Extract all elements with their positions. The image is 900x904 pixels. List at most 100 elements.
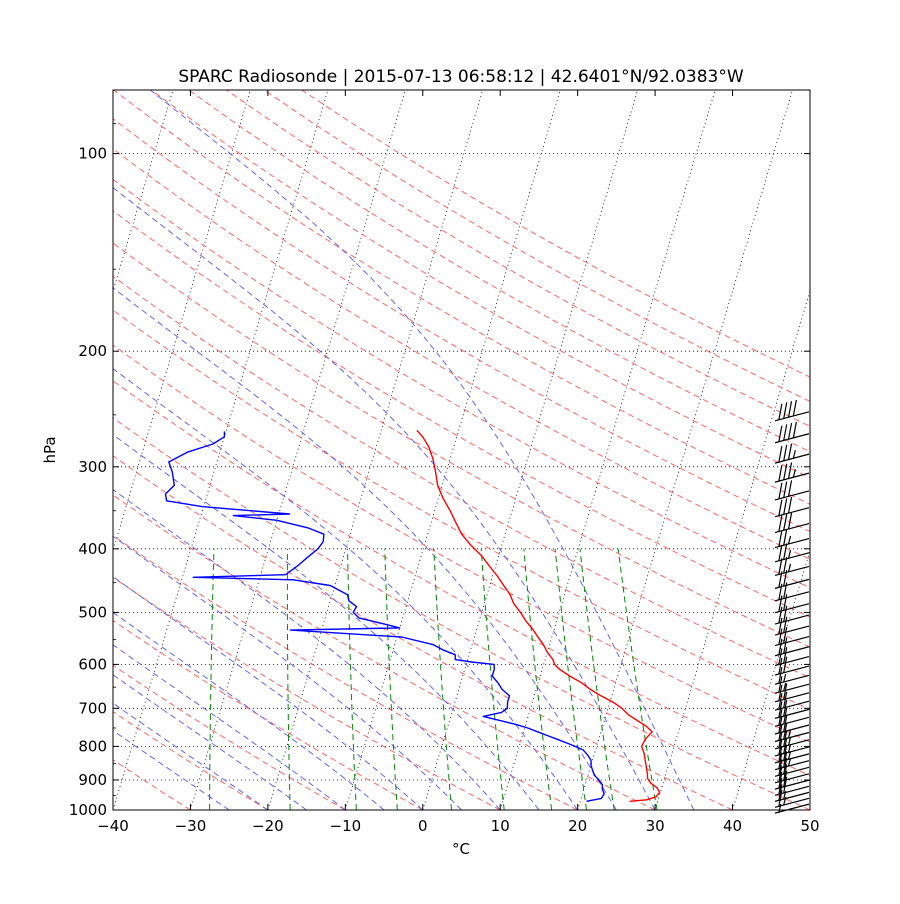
wind-barb-flag	[778, 693, 783, 710]
moist-adiabat-line	[149, 90, 695, 810]
wind-barb-flag	[778, 530, 783, 547]
wind-barb-staff	[774, 565, 810, 576]
y-tick-label: 700	[78, 699, 107, 717]
wind-barb-half-flag	[787, 550, 792, 559]
wind-barb-staff	[774, 603, 810, 614]
series-layer	[164, 429, 661, 802]
wind-barb-staff	[774, 656, 810, 667]
wind-barb	[774, 529, 810, 549]
wind-barb-flag	[783, 744, 788, 761]
wind-barb	[774, 497, 810, 518]
dry-adiabat-line	[113, 494, 656, 810]
wind-barb-staff	[774, 724, 810, 735]
dry-adiabat-line	[113, 344, 810, 743]
dry-adiabat-line	[263, 90, 810, 403]
x-tick-label: −40	[97, 817, 129, 835]
y-axis-label: hPa	[41, 436, 59, 463]
wind-barb-staff	[774, 779, 810, 790]
wind-barb-flag	[778, 752, 783, 769]
dry-adiabat-line	[113, 275, 810, 679]
wind-barb	[774, 480, 810, 501]
y-tick-label: 300	[78, 458, 107, 476]
wind-barb-half-flag	[783, 673, 787, 683]
wind-barb-flag	[783, 543, 788, 560]
plot-frame	[112, 89, 811, 811]
wind-barb-flag	[778, 617, 783, 635]
wind-barb-flag	[778, 745, 783, 762]
wind-barb-staff	[774, 522, 810, 534]
moist-adiabat-line	[113, 576, 424, 810]
wind-barb-staff	[774, 773, 810, 784]
dry-adiabat-line	[113, 210, 810, 618]
wind-barb-flag	[783, 691, 788, 709]
wind-barb-flag	[792, 399, 797, 417]
wind-barb-staff	[774, 746, 810, 757]
moist-adiabat-line	[113, 186, 656, 810]
wind-barb-flag	[783, 498, 788, 515]
wind-barb-staff	[774, 803, 810, 814]
moist-adiabat-line	[113, 535, 462, 810]
wind-barb-flag	[783, 463, 788, 480]
wind-barb	[774, 667, 810, 685]
x-tick-label: −20	[252, 817, 284, 835]
wind-barb-flag	[783, 637, 788, 654]
mixing-ratio-line	[617, 548, 658, 810]
wind-barb-flag	[783, 481, 788, 498]
wind-barb-staff	[774, 683, 810, 694]
wind-barb-half-flag	[787, 563, 792, 572]
wind-barb-half-flag	[787, 535, 792, 545]
wind-barb-staff	[774, 537, 810, 549]
wind-barb	[774, 399, 810, 422]
wind-barb-staff	[774, 674, 810, 685]
dry-adiabat-line	[113, 417, 810, 810]
wind-barb	[774, 691, 810, 711]
wind-barb-flag	[787, 480, 793, 497]
dry-adiabat-line	[150, 90, 810, 479]
y-tick-label: 600	[78, 655, 107, 673]
mixing-ratio-line	[384, 548, 398, 810]
mixing-ratio-line	[480, 548, 505, 810]
wind-barb	[774, 443, 810, 464]
temperature-profile	[416, 429, 661, 802]
mixing-ratio-line	[286, 548, 291, 810]
x-tick-label: 0	[418, 817, 428, 835]
x-tick-label: 30	[646, 817, 665, 835]
wind-barb	[774, 676, 810, 694]
wind-barb-flag	[783, 444, 788, 461]
wind-barb-staff	[774, 507, 810, 518]
wind-barb	[774, 512, 810, 534]
wind-barb	[774, 637, 810, 657]
x-tick-label: −10	[330, 817, 362, 835]
wind-barb	[774, 594, 810, 614]
wind-barb-staff	[774, 760, 810, 771]
moist-adiabat-line	[113, 674, 307, 810]
wind-barb-flag	[778, 684, 783, 701]
wind-barb	[774, 556, 810, 576]
wind-barb-staff	[774, 708, 810, 719]
wind-barb-staff	[774, 766, 810, 777]
wind-barb-flag	[778, 759, 783, 776]
y-tick-label: 200	[78, 342, 107, 360]
wind-barb-flag	[783, 529, 788, 546]
mixing-ratio-line	[523, 548, 553, 810]
wind-barb-flag	[778, 499, 783, 516]
mixing-ratio-line	[209, 548, 215, 810]
x-axis-label: °C	[452, 840, 470, 858]
wind-barb-staff	[774, 591, 810, 602]
wind-barb-flag	[787, 462, 793, 479]
mixing-ratio-line	[433, 548, 453, 810]
wind-barb-staff	[774, 716, 810, 727]
wind-barb-staff	[774, 472, 810, 483]
wind-barb-staff	[774, 646, 810, 657]
y-tick-label: 400	[78, 540, 107, 558]
wind-barb-staff	[774, 433, 810, 444]
wind-barb	[774, 543, 810, 563]
x-tick-label: −30	[175, 817, 207, 835]
wind-barb-half-flag	[787, 744, 792, 753]
dry-adiabat-line	[113, 664, 346, 810]
moist-adiabat-line	[113, 434, 540, 810]
dry-adiabat-line	[113, 711, 269, 810]
wind-barb-flag	[778, 628, 783, 645]
